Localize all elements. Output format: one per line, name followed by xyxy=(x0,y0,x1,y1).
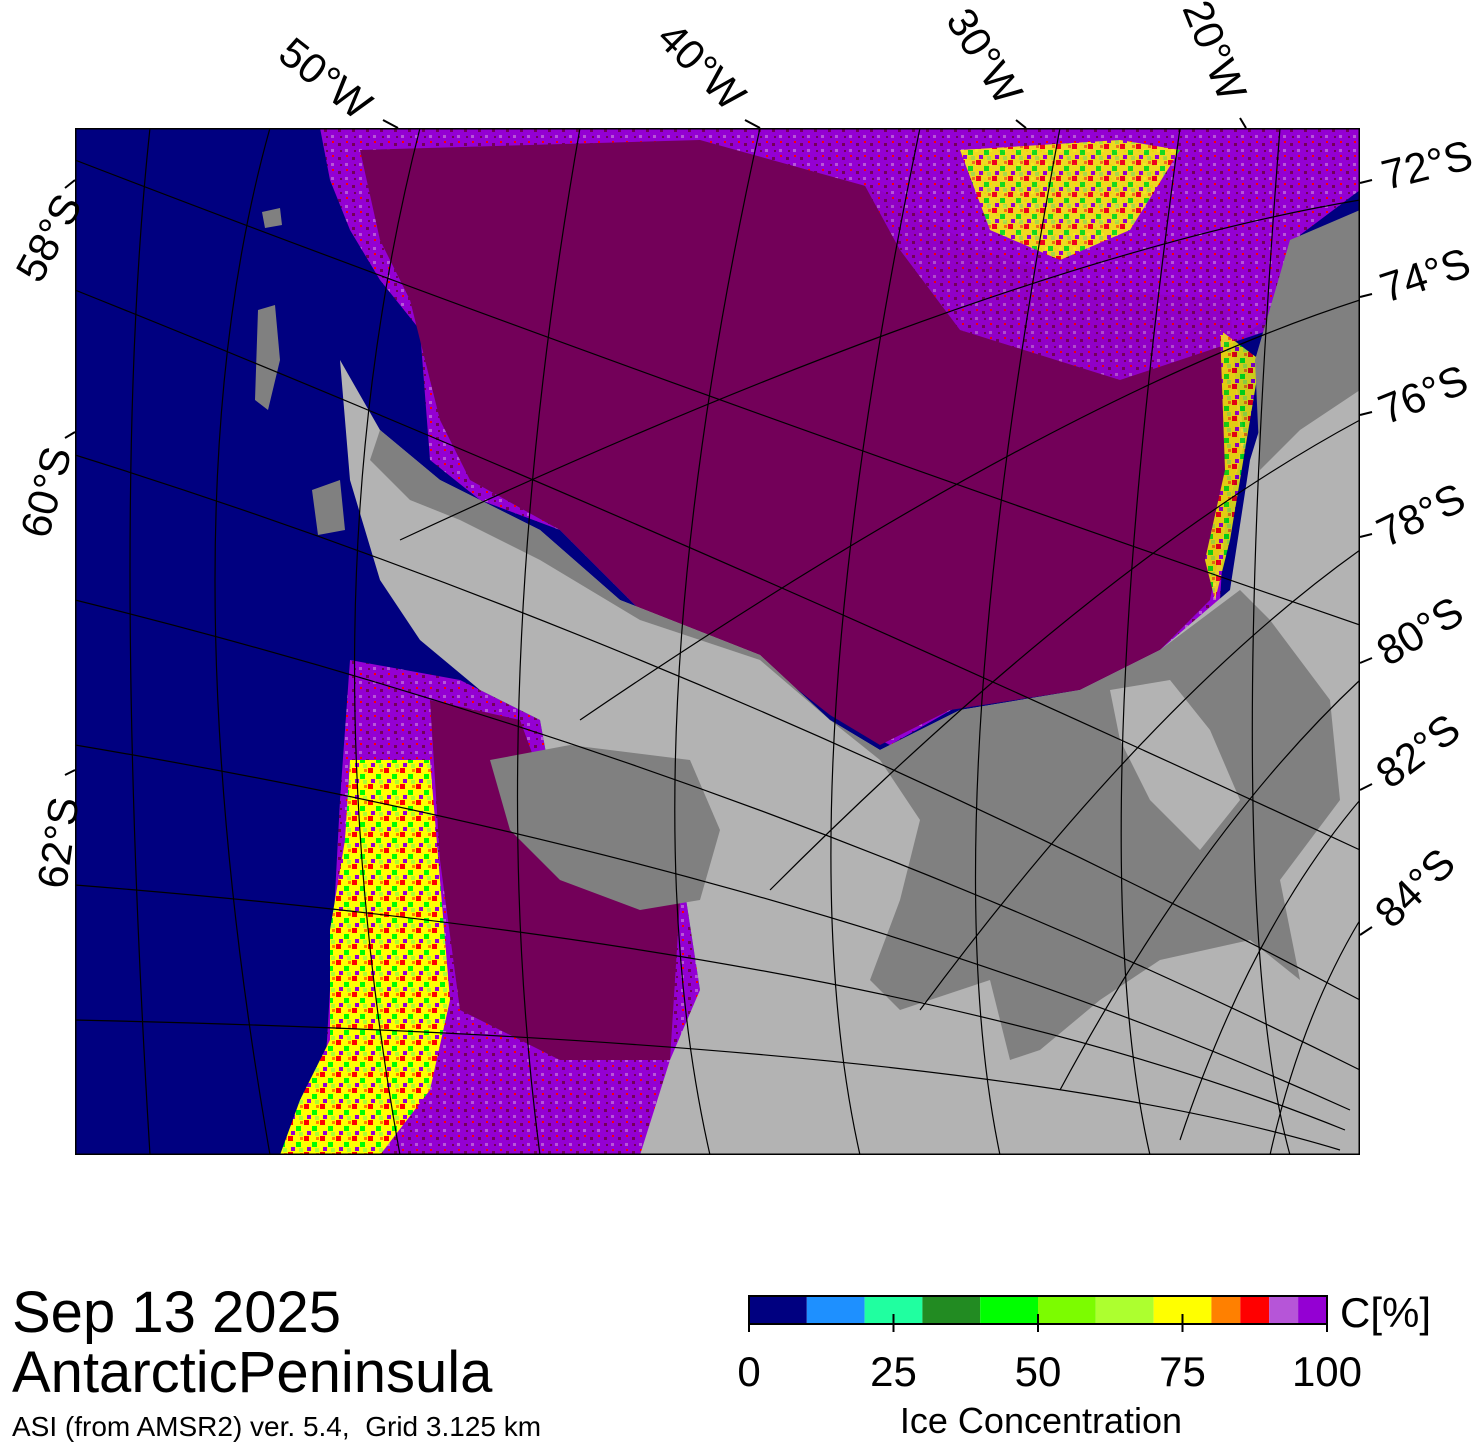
colorbar-bin-11 xyxy=(1298,1296,1327,1324)
colorbar-tick-label: 100 xyxy=(1292,1348,1362,1395)
colorbar-tick-label: 50 xyxy=(1015,1348,1062,1395)
map-date: Sep 13 2025 xyxy=(12,1280,341,1345)
lat-label-60s: 60°S xyxy=(11,442,80,543)
lat-label-74s: 74°S xyxy=(1374,239,1476,312)
sea-ice-marginal-zone-north xyxy=(960,140,1180,260)
lon-label-50w: 50°W xyxy=(270,28,381,129)
lat-label-82s: 82°S xyxy=(1367,705,1468,798)
colorbar-bin-1 xyxy=(806,1296,865,1324)
colorbar-bin-0 xyxy=(749,1296,807,1324)
product-description: ASI (from AMSR2) ver. 5.4, Grid 3.125 km xyxy=(12,1411,542,1442)
colorbar-unit: C[%] xyxy=(1340,1289,1431,1336)
colorbar-bin-3 xyxy=(922,1296,981,1324)
lat-label-84s: 84°S xyxy=(1366,839,1464,936)
colorbar-bin-6 xyxy=(1095,1296,1154,1324)
ice-shelf-larsen xyxy=(490,745,720,910)
sea-ice-marginal-zone-east-edge xyxy=(1205,330,1260,600)
lon-label-20w: 20°W xyxy=(1174,0,1256,107)
colorbar-tick-label: 25 xyxy=(870,1348,917,1395)
lat-label-72s: 72°S xyxy=(1377,131,1477,199)
colorbar-bin-4 xyxy=(980,1296,1038,1324)
colorbar-legend: 0 25 50 75 100 C[%] Ice Concentration xyxy=(737,1289,1431,1441)
ice-shelf-east-coast xyxy=(1255,210,1360,470)
map-panel[interactable] xyxy=(75,128,1360,1155)
lat-ticks xyxy=(64,179,1373,936)
colorbar-bin-5 xyxy=(1038,1296,1096,1324)
lat-label-76s: 76°S xyxy=(1372,355,1474,433)
colorbar-bin-10 xyxy=(1269,1296,1299,1324)
small-islands xyxy=(255,208,345,535)
ice-shelf-ronne-filchner xyxy=(370,430,1340,1060)
graticule xyxy=(75,128,1360,1155)
colorbar-tick-label: 0 xyxy=(737,1348,760,1395)
colorbar-title: Ice Concentration xyxy=(900,1400,1182,1441)
colorbar-tick-label: 75 xyxy=(1159,1348,1206,1395)
sea-ice-western-full xyxy=(430,700,680,1060)
lon-label-30w: 30°W xyxy=(937,0,1032,113)
lon-label-40w: 40°W xyxy=(649,13,755,119)
lat-label-80s: 80°S xyxy=(1368,587,1471,674)
colorbar-bin-9 xyxy=(1240,1296,1270,1324)
map-region-name: AntarcticPeninsula xyxy=(12,1340,493,1405)
colorbar-bins xyxy=(749,1296,1327,1324)
lon-ticks xyxy=(382,117,1247,129)
sea-ice-marginal-zone-west xyxy=(280,760,450,1155)
lat-label-78s: 78°S xyxy=(1369,474,1472,556)
colorbar-ticks: 0 25 50 75 100 xyxy=(737,1314,1362,1395)
colorbar-bin-8 xyxy=(1211,1296,1241,1324)
sea-ice-pack-variable xyxy=(840,130,1360,380)
